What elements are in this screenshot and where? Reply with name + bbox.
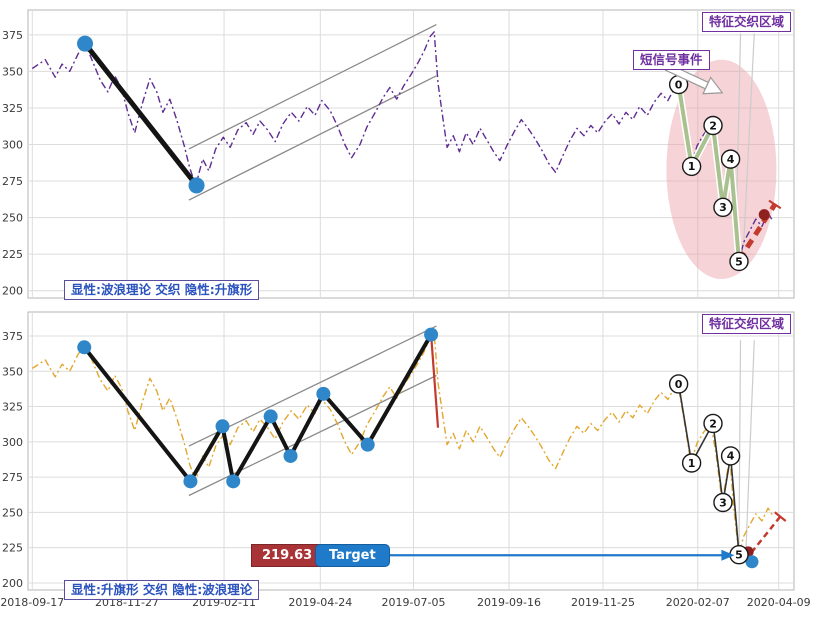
pattern-vertex-dot[interactable] bbox=[226, 474, 241, 489]
target-arrowhead-icon bbox=[721, 549, 735, 561]
projection-cap bbox=[768, 199, 782, 210]
wave-marker-label: 2 bbox=[709, 417, 717, 430]
pattern-label-top: 显性:波浪理论 交织 隐性:升旗形 bbox=[64, 280, 260, 300]
wave-marker[interactable] bbox=[720, 149, 741, 169]
y-tick-label: 375 bbox=[2, 29, 23, 42]
region-leader-line bbox=[745, 340, 755, 552]
wave-marker-label: 5 bbox=[735, 549, 743, 562]
wave-marker-label: 1 bbox=[688, 160, 696, 173]
impulse-pole-line bbox=[82, 41, 200, 188]
wave-count-line bbox=[677, 383, 740, 555]
wave-end-dot[interactable] bbox=[745, 555, 759, 569]
pattern-vertex-dot[interactable] bbox=[263, 409, 278, 424]
wave-marker[interactable] bbox=[713, 492, 733, 513]
y-tick-label: 225 bbox=[2, 248, 23, 261]
y-tick-label: 350 bbox=[2, 65, 23, 78]
y-tick-label: 225 bbox=[2, 542, 23, 555]
x-tick-label: 2019-09-16 bbox=[477, 596, 541, 609]
wave-marker[interactable] bbox=[729, 251, 749, 272]
region-leader-line bbox=[738, 340, 742, 547]
signal-event-label: 短信号事件 bbox=[633, 50, 710, 70]
wave-marker[interactable] bbox=[703, 115, 723, 136]
region-label-bottom: 特征交织区域 bbox=[701, 314, 791, 334]
pattern-vertex-dot[interactable] bbox=[283, 448, 298, 463]
pattern-vertex-dot[interactable] bbox=[77, 340, 92, 355]
y-tick-label: 300 bbox=[2, 436, 23, 449]
x-tick-label: 2019-07-05 bbox=[382, 596, 446, 609]
x-tick-label: 2019-11-25 bbox=[571, 596, 635, 609]
pattern-vertex-dot[interactable] bbox=[316, 386, 331, 401]
region-label-top: 特征交织区域 bbox=[701, 12, 791, 32]
plot-area bbox=[27, 311, 795, 591]
projection-dot bbox=[758, 209, 770, 221]
wave-marker[interactable] bbox=[703, 413, 723, 434]
region-leader-line bbox=[742, 33, 755, 247]
y-tick-label: 250 bbox=[2, 506, 23, 519]
wave-marker[interactable] bbox=[668, 374, 689, 394]
pattern-vertex-dot[interactable] bbox=[424, 327, 439, 342]
channel-upper-line bbox=[188, 325, 437, 447]
wave-marker-label: 4 bbox=[727, 153, 735, 166]
y-tick-label: 275 bbox=[2, 471, 23, 484]
x-tick-label: 2018-09-17 bbox=[0, 596, 64, 609]
wave-marker[interactable] bbox=[681, 156, 702, 177]
wave-marker-label: 3 bbox=[719, 201, 727, 214]
wave-count-line bbox=[676, 84, 741, 262]
hidden-pattern-projection bbox=[736, 203, 777, 262]
x-tick-label: 2020-02-07 bbox=[666, 596, 730, 609]
y-tick-label: 325 bbox=[2, 401, 23, 414]
wave-marker-label: 0 bbox=[675, 78, 683, 91]
pattern-vertex-dot[interactable] bbox=[360, 437, 375, 452]
y-tick-label: 350 bbox=[2, 365, 23, 378]
pattern-vertex-dot[interactable] bbox=[215, 419, 230, 434]
y-tick-label: 250 bbox=[2, 212, 23, 225]
wave-marker-label: 1 bbox=[688, 457, 696, 470]
x-tick-label: 2020-04-09 bbox=[747, 596, 811, 609]
y-tick-label: 200 bbox=[2, 285, 23, 298]
pattern-vertex-dot[interactable] bbox=[77, 35, 94, 52]
flag-breakdown-line bbox=[430, 334, 440, 428]
wave-marker-label: 2 bbox=[709, 119, 717, 132]
wave-marker-label: 0 bbox=[675, 378, 683, 391]
x-tick-label: 2019-04-24 bbox=[288, 596, 352, 609]
pattern-vertex-dot[interactable] bbox=[188, 177, 205, 194]
y-tick-label: 200 bbox=[2, 577, 23, 590]
projection-cap bbox=[774, 511, 787, 522]
pattern-label-bottom: 显性:升旗形 交织 隐性:波浪理论 bbox=[64, 580, 260, 600]
y-tick-label: 325 bbox=[2, 102, 23, 115]
wave-marker-label: 5 bbox=[735, 255, 743, 268]
channel-upper-line bbox=[188, 24, 437, 150]
target-button[interactable]: Target bbox=[315, 544, 390, 567]
wave-marker[interactable] bbox=[713, 197, 733, 218]
target-price-value: 219.63 bbox=[251, 544, 324, 567]
wave-marker-label: 4 bbox=[727, 450, 735, 463]
wave-marker-label: 3 bbox=[719, 496, 727, 509]
wave-marker[interactable] bbox=[720, 446, 741, 466]
y-tick-label: 300 bbox=[2, 138, 23, 151]
y-tick-label: 375 bbox=[2, 330, 23, 343]
wave-marker[interactable] bbox=[681, 453, 702, 473]
pattern-vertex-dot[interactable] bbox=[183, 474, 198, 489]
y-tick-label: 275 bbox=[2, 175, 23, 188]
